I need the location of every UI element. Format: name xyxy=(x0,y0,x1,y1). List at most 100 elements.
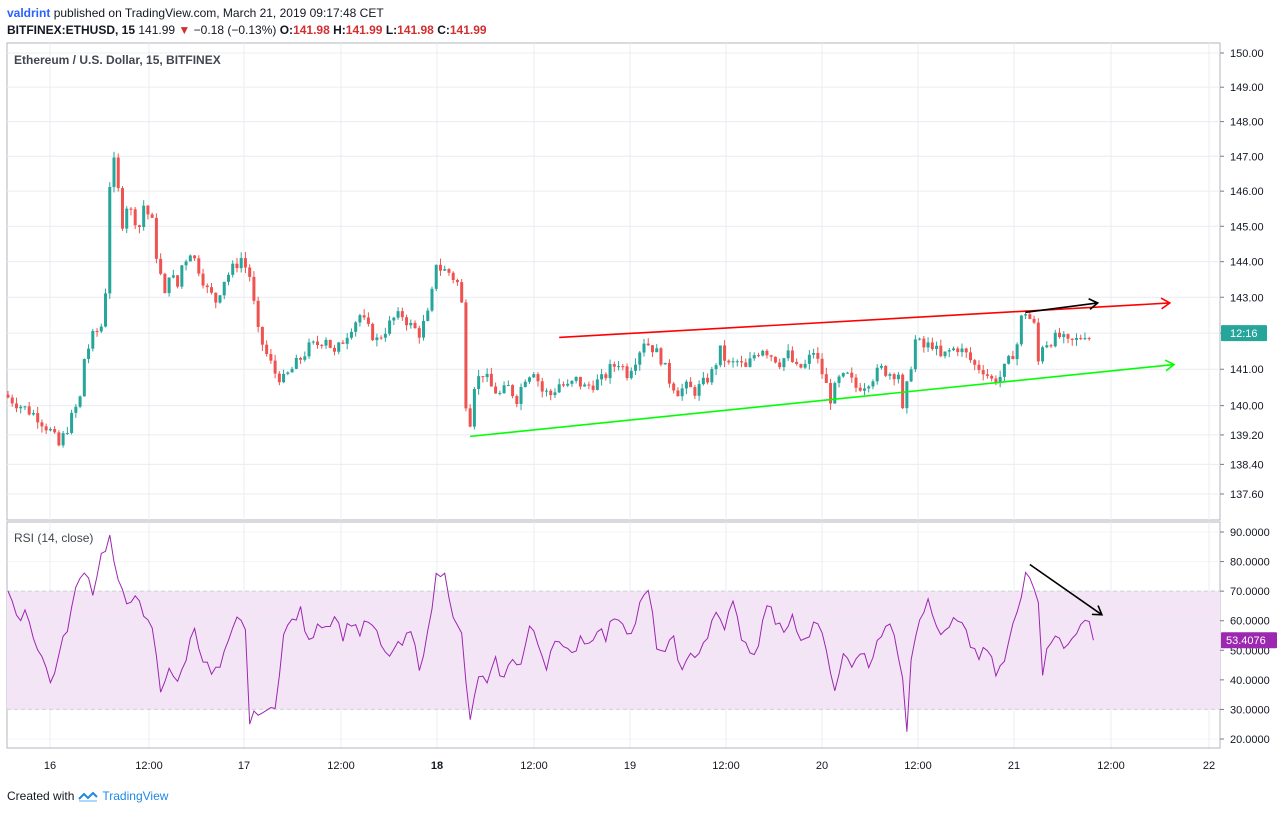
x-tick-label: 12:00 xyxy=(327,760,355,772)
candle-body xyxy=(515,396,519,404)
candle-body xyxy=(269,354,273,361)
rsi-tick-label: 70.0000 xyxy=(1230,586,1270,598)
rsi-value-badge-text: 53.4076 xyxy=(1226,635,1266,647)
candle-body xyxy=(197,258,201,274)
candle-body xyxy=(858,387,862,391)
candle-body xyxy=(282,373,286,383)
candle-body xyxy=(354,322,358,332)
price-tick-label: 143.00 xyxy=(1230,292,1264,304)
candle-body xyxy=(680,388,684,397)
x-tick-label: 12:00 xyxy=(712,760,740,772)
candle-body xyxy=(27,406,31,415)
candle-body xyxy=(604,374,608,379)
candle-body xyxy=(608,364,612,379)
candle-body xyxy=(689,381,693,388)
candle-body xyxy=(913,339,917,370)
author-link[interactable]: valdrint xyxy=(7,6,51,20)
candle-body xyxy=(328,339,332,348)
candle-body xyxy=(252,276,256,301)
candle-body xyxy=(901,374,905,409)
candle-body xyxy=(14,403,18,409)
open-value: 141.98 xyxy=(293,23,330,37)
candle-body xyxy=(578,376,582,387)
candle-body xyxy=(587,384,591,386)
candle-body xyxy=(468,408,472,427)
candle-body xyxy=(595,379,599,390)
candle-body xyxy=(277,373,281,383)
publish-text: published on TradingView.com, March 21, … xyxy=(53,6,384,20)
candle-body xyxy=(638,352,642,365)
candle-body xyxy=(960,348,964,353)
candle-body xyxy=(36,413,40,423)
candle-body xyxy=(366,317,370,324)
candle-body xyxy=(994,378,998,383)
candle-body xyxy=(557,384,561,393)
candle-body xyxy=(70,412,74,433)
x-tick-label: 17 xyxy=(238,760,250,772)
candle-body xyxy=(413,322,417,329)
rsi-tick-label: 50.0000 xyxy=(1230,645,1270,657)
candle-body xyxy=(485,373,489,378)
tradingview-link[interactable]: TradingView xyxy=(102,789,169,803)
candle-body xyxy=(1079,338,1083,340)
candle-body xyxy=(591,385,595,390)
candle-body xyxy=(481,376,485,378)
candle-body xyxy=(650,345,654,353)
candle-body xyxy=(1036,322,1040,362)
candle-body xyxy=(74,406,78,413)
high-label: H: xyxy=(333,23,346,37)
x-tick-label: 12:00 xyxy=(904,760,932,772)
rsi-tick-label: 60.0000 xyxy=(1230,616,1270,628)
price-tick-label: 146.00 xyxy=(1230,186,1264,198)
candle-body xyxy=(617,366,621,368)
candle-body xyxy=(320,344,324,346)
candle-body xyxy=(112,157,116,187)
candle-body xyxy=(6,394,10,398)
candle-body xyxy=(379,337,383,339)
close-label: C: xyxy=(437,23,450,37)
candle-body xyxy=(171,275,175,278)
candle-body xyxy=(583,384,587,387)
candle-body xyxy=(409,322,413,326)
candle-body xyxy=(862,388,866,391)
candle-body xyxy=(193,255,197,259)
candle-body xyxy=(528,377,532,382)
candle-body xyxy=(790,350,794,362)
candle-body xyxy=(816,352,820,359)
price-divergence-arrow-head xyxy=(1088,298,1100,310)
candle-body xyxy=(909,369,913,382)
candle-body xyxy=(1024,314,1028,316)
candle-body xyxy=(672,383,676,391)
candle-body xyxy=(956,348,960,353)
candle-body xyxy=(337,342,341,352)
price-tick-label: 140.00 xyxy=(1230,401,1264,413)
candle-body xyxy=(226,274,230,282)
rsi-divergence-arrow xyxy=(1029,563,1103,616)
candle-body xyxy=(307,342,311,357)
candle-body xyxy=(824,374,828,383)
candle-body xyxy=(371,323,375,341)
rsi-legend: RSI (14, close) xyxy=(14,531,94,545)
candle-body xyxy=(981,370,985,375)
candle-body xyxy=(765,350,769,356)
price-pane xyxy=(6,42,1221,521)
candle-body xyxy=(731,361,735,363)
candle-body xyxy=(841,372,845,377)
close-value: 141.99 xyxy=(449,23,487,37)
candle-body xyxy=(176,275,180,287)
tradingview-logo-icon xyxy=(78,791,99,802)
candle-body xyxy=(964,348,968,353)
candle-body xyxy=(926,342,930,348)
candle-body xyxy=(1087,338,1091,340)
candle-body xyxy=(290,368,294,373)
candle-body xyxy=(871,381,875,387)
candle-body xyxy=(150,214,154,218)
candle-body xyxy=(998,376,1002,383)
candle-body xyxy=(358,315,362,323)
candle-body xyxy=(1062,334,1066,338)
candle-body xyxy=(778,362,782,368)
candle-body xyxy=(400,311,404,318)
candle-body xyxy=(286,372,290,374)
candle-body xyxy=(61,433,65,446)
